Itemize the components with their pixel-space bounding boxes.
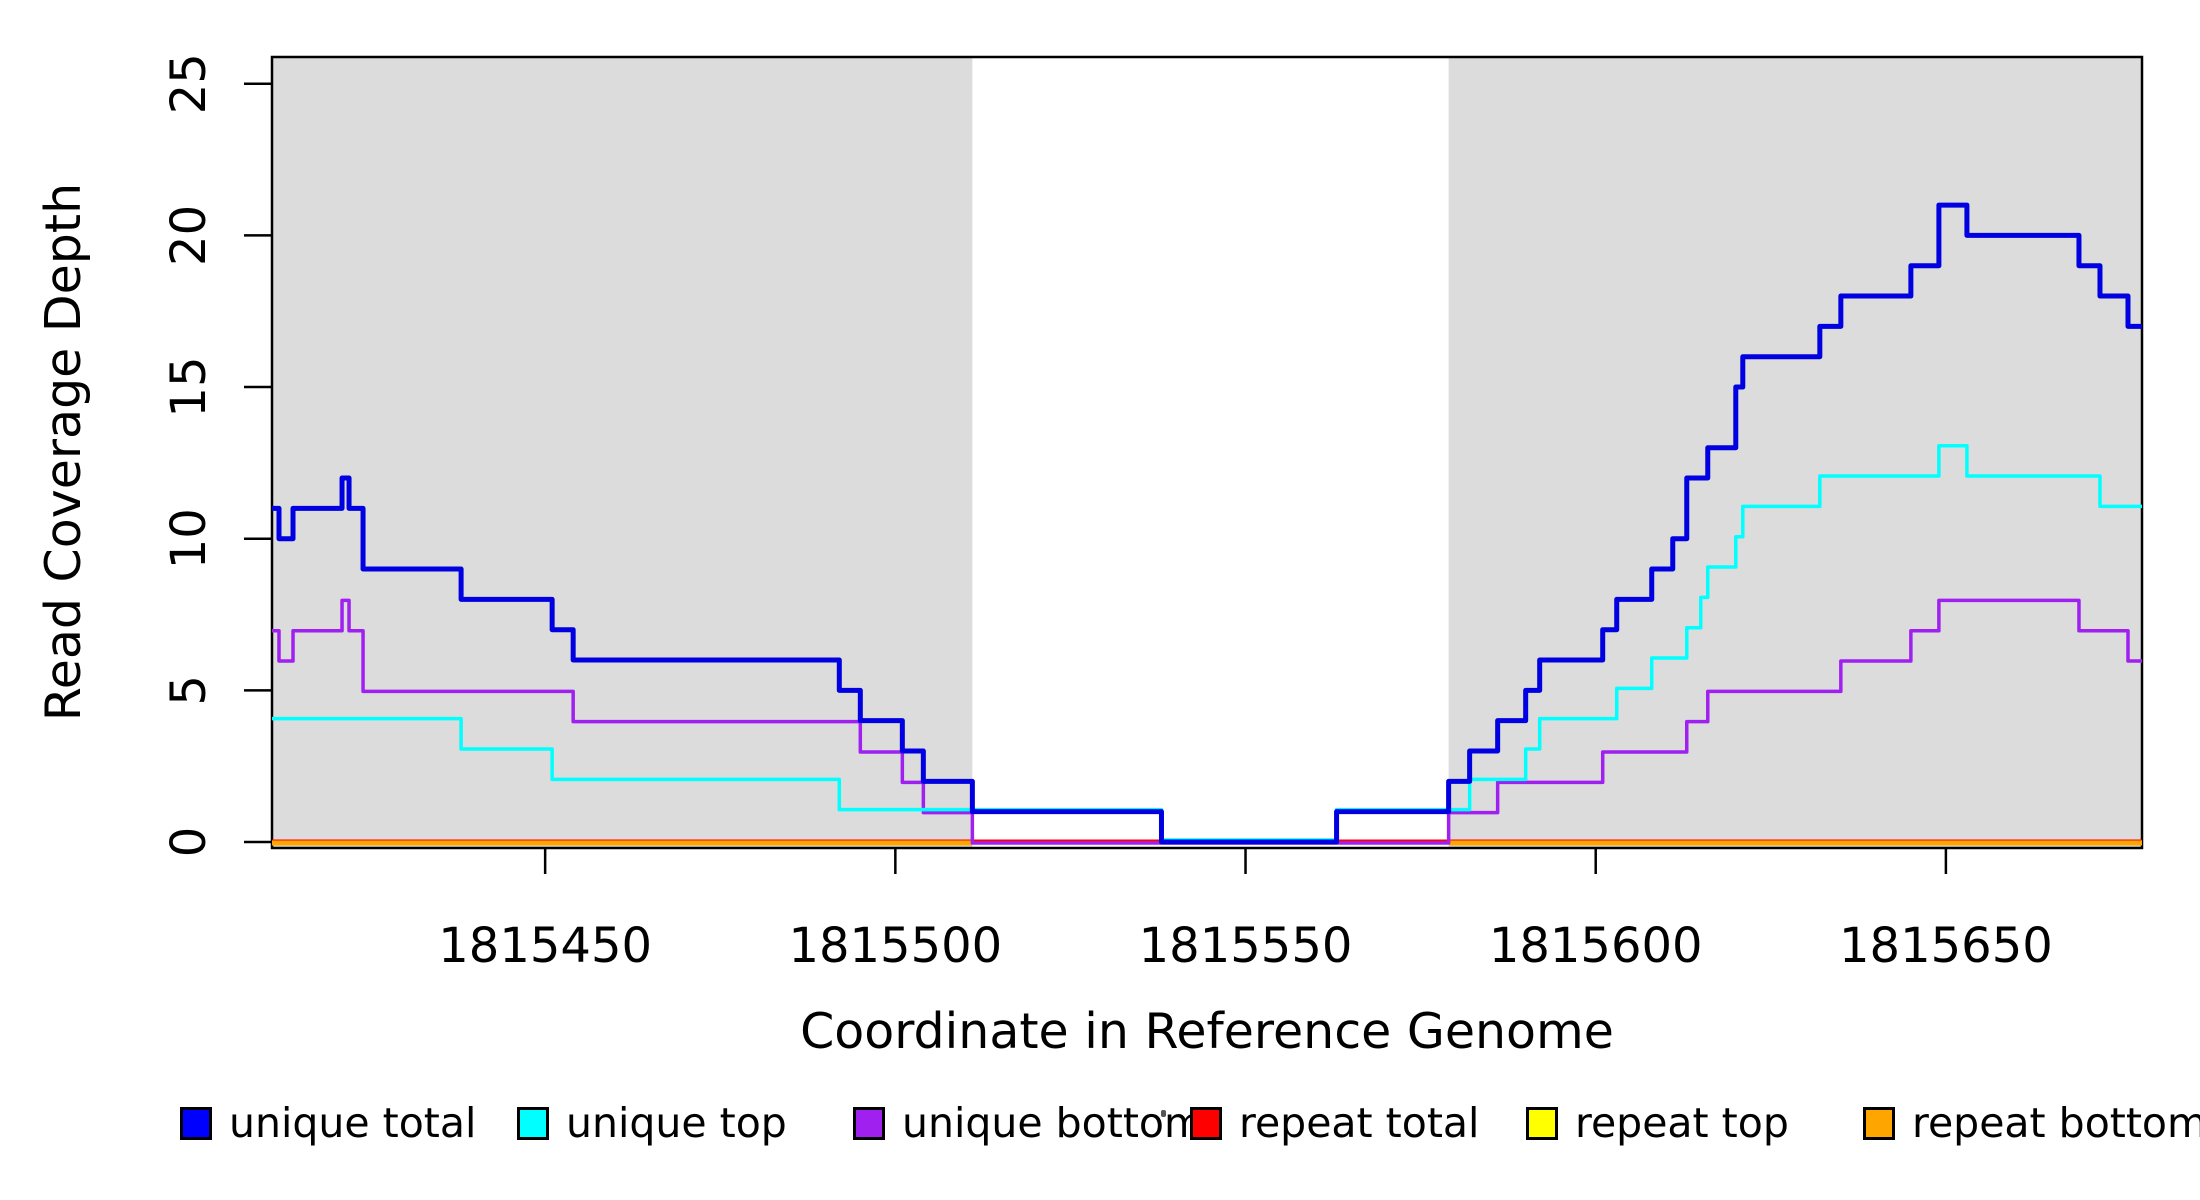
- legend-swatch-icon: [1190, 1106, 1222, 1140]
- y-axis-label: Read Coverage Depth: [35, 183, 92, 721]
- x-tick-label: 1815600: [1489, 918, 1703, 974]
- legend-label: repeat top: [1575, 1099, 1789, 1147]
- legend-item-repeat-top: repeat top: [1526, 1096, 1789, 1150]
- y-tick-label: 25: [161, 53, 217, 114]
- legend: unique total unique top unique bottom repea…: [0, 1096, 2200, 1156]
- legend-swatch-icon: [517, 1106, 549, 1140]
- legend-label: repeat bottom: [1912, 1099, 2200, 1147]
- plot-border: [270, 55, 2144, 850]
- x-axis-label: Coordinate in Reference Genome: [800, 1003, 1614, 1060]
- legend-stray-dot: [1161, 1110, 1166, 1117]
- y-tick-label: 10: [161, 508, 217, 569]
- repeat-region-band: [272, 57, 973, 848]
- legend-item-repeat-total: repeat total: [1190, 1096, 1479, 1150]
- legend-label: repeat total: [1239, 1099, 1480, 1147]
- x-tick-label: 1815450: [438, 918, 652, 974]
- y-tick-label: 0: [161, 827, 217, 858]
- y-tick-label: 20: [161, 205, 217, 266]
- legend-label: unique total: [229, 1099, 477, 1147]
- legend-item-repeat-bottom: repeat bottom: [1863, 1096, 2200, 1150]
- y-tick-label: 5: [161, 675, 217, 706]
- legend-swatch-icon: [1863, 1106, 1895, 1140]
- x-tick-label: 1815500: [788, 918, 1002, 974]
- coverage-step-lines: [272, 202, 2142, 846]
- legend-swatch-icon: [1526, 1106, 1558, 1140]
- legend-label: unique bottom: [902, 1099, 1204, 1147]
- x-tick-label: 1815650: [1839, 918, 2053, 974]
- legend-label: unique top: [566, 1099, 787, 1147]
- repeat-region-shading: [272, 57, 2142, 848]
- legend-swatch-icon: [853, 1106, 885, 1140]
- legend-item-unique-total: unique total: [180, 1096, 476, 1150]
- x-tick-label: 1815550: [1139, 918, 1353, 974]
- plot-box: [270, 55, 2144, 850]
- legend-item-unique-top: unique top: [517, 1096, 787, 1150]
- y-tick-label: 15: [161, 357, 217, 418]
- axis-ticks: 0 5 10 15 20 25 1815450 1815500 1815550 1815600 18…: [161, 53, 2053, 974]
- repeat-region-band: [1448, 57, 2142, 848]
- series-unique-total: [272, 202, 2142, 845]
- legend-swatch-icon: [180, 1106, 212, 1140]
- legend-item-unique-bottom: unique bottom: [853, 1096, 1204, 1150]
